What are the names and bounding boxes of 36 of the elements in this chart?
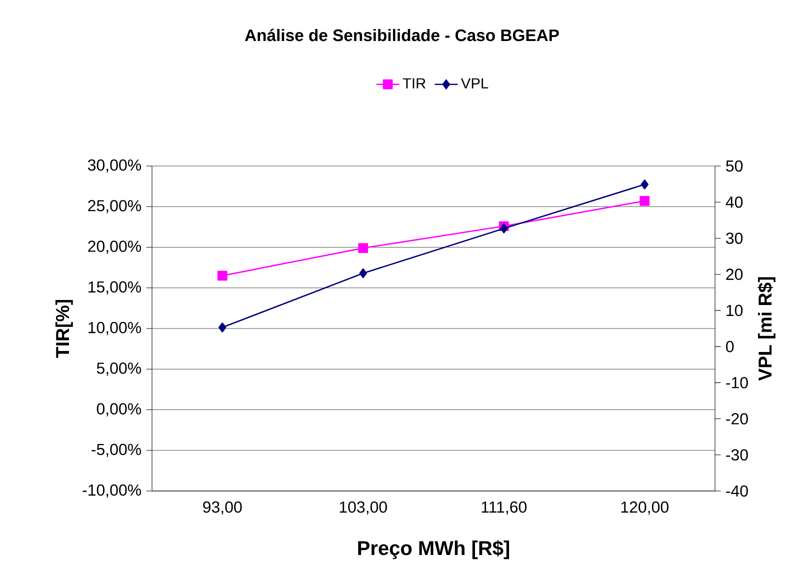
y-tick-label: 5,00% [96, 362, 142, 376]
chart-title: Análise de Sensibilidade - Caso BGEAP [244, 28, 559, 42]
point [359, 268, 367, 278]
y-tick-label: -10,00% [82, 484, 142, 498]
y2-tick-label: 50 [726, 160, 743, 172]
y2-tick-label: -40 [726, 485, 748, 497]
point [218, 322, 226, 332]
y-tick-label: 0,00% [96, 403, 142, 416]
point [358, 243, 368, 253]
x-axis-title: Preço MWh [R$] [358, 540, 510, 560]
y-tick-label: 25,00% [88, 200, 142, 214]
y2-tick-label: -10 [726, 377, 748, 388]
y2-tick-label: 40 [726, 196, 743, 208]
point [217, 270, 228, 281]
x-tick-label: 103,00 [340, 501, 387, 515]
y2-tick-label: 20 [726, 268, 743, 280]
y-tick-label: 20,00% [88, 240, 142, 254]
x-tick-label: 93,00 [203, 501, 242, 515]
point [640, 196, 650, 206]
legend-label: VPL [460, 78, 488, 88]
y2-axis-title: VPL [mi R$] [758, 277, 776, 381]
y-tick-label: 10,00% [88, 322, 142, 336]
x-tick-label: 111,60 [482, 501, 527, 515]
y2-tick-label: 0 [726, 340, 734, 352]
legend-label: TIR [402, 78, 426, 88]
point [640, 179, 649, 190]
y-tick-label: 30,00% [88, 159, 142, 173]
y2-tick-label: -30 [726, 449, 748, 461]
y2-tick-label: 30 [726, 232, 743, 244]
y2-tick-label: -20 [726, 413, 748, 424]
x-tick-label: 120,00 [621, 501, 668, 515]
y2-tick-label: 10 [726, 304, 743, 316]
point [500, 224, 508, 234]
y-tick-label: 15,00% [88, 281, 142, 294]
y-tick-label: -5,00% [92, 444, 142, 457]
y-axis-title: TIR[%] [55, 300, 73, 358]
